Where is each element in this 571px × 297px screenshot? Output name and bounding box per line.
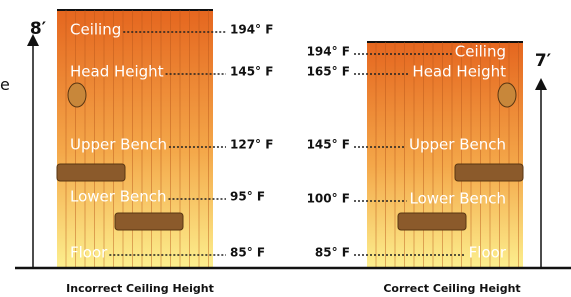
zone-label: Lower Bench [70, 188, 166, 206]
temperature: 85° F [230, 246, 265, 260]
zone-label: Upper Bench [409, 136, 506, 154]
temperature: 95° F [230, 190, 265, 204]
temperature: 194° F [307, 45, 350, 59]
zone-label: Head Height [412, 63, 506, 81]
upper-bench [455, 164, 523, 181]
temperature: 85° F [315, 246, 350, 260]
temperature: 127° F [230, 138, 273, 152]
head [498, 83, 516, 107]
lower-bench [398, 213, 466, 230]
zone-label: Upper Bench [70, 136, 167, 154]
temperature: 100° F [307, 192, 350, 206]
height-label: 8′ [30, 19, 47, 39]
head [68, 83, 86, 107]
temperature: 194° F [230, 23, 273, 37]
caption: Correct Ceiling Height [383, 282, 520, 295]
temperature: 145° F [307, 138, 350, 152]
lower-bench [115, 213, 183, 230]
zone-label: Floor [70, 244, 108, 262]
caption: Incorrect Ceiling Height [66, 282, 214, 295]
zone-label: Ceiling [455, 43, 506, 61]
zone-label: Ceiling [70, 21, 121, 39]
cut-text: e [0, 75, 10, 94]
zone-label: Lower Bench [410, 190, 506, 208]
zone-label: Head Height [70, 63, 164, 81]
sauna-diagram: e 8′ 7′ Incorrect Ceiling Height Correct… [0, 0, 571, 297]
temperature: 165° F [307, 65, 350, 79]
temperature: 145° F [230, 65, 273, 79]
zone-label: Floor [469, 244, 507, 262]
upper-bench [57, 164, 125, 181]
height-label: 7′ [535, 51, 552, 71]
